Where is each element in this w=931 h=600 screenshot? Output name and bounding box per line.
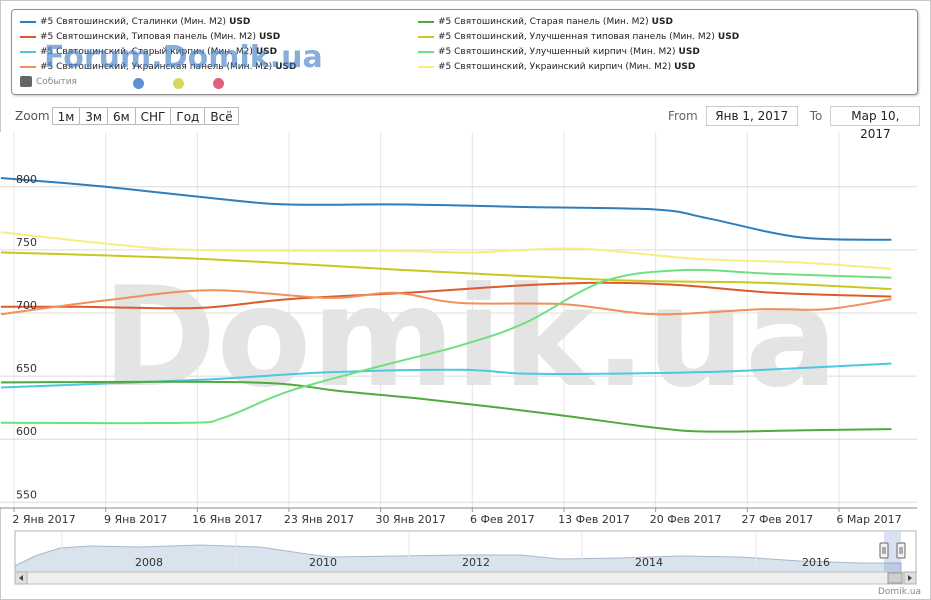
- legend-swatch: [418, 51, 434, 53]
- zoom-label: Zoom: [15, 109, 50, 123]
- series-layer: [0, 177, 892, 433]
- zoom-ytd-button[interactable]: СНГ: [134, 107, 172, 125]
- series-line-0[interactable]: [0, 177, 892, 241]
- zoom-1y-button[interactable]: Год: [170, 107, 206, 125]
- zoom-1m-button[interactable]: 1м: [51, 107, 81, 125]
- x-tick-label: 6 Фев 2017: [470, 513, 535, 526]
- series-line-2[interactable]: [0, 362, 892, 389]
- legend-swatch: [20, 51, 36, 53]
- x-tick-label: 9 Янв 2017: [104, 513, 167, 526]
- series-line-4[interactable]: [0, 380, 892, 433]
- legend-label: #5 Святошинский, Сталинки (Мин. М2): [40, 17, 227, 27]
- legend-label: #5 Святошинский, Старая панель (Мин. М2): [438, 17, 649, 27]
- legend-unit: USD: [678, 47, 700, 57]
- legend-label: #5 Святошинский, Улучшенная типовая пане…: [438, 32, 715, 42]
- x-axis: 2 Янв 2017 9 Янв 2017 16 Янв 2017 23 Янв 20…: [12, 508, 902, 526]
- y-tick-label: 600: [16, 425, 37, 438]
- legend-item-uluch-tipovaya[interactable]: #5 Святошинский, Улучшенная типовая пане…: [418, 30, 739, 44]
- series-line-1[interactable]: [0, 281, 892, 310]
- y-tick-label: 750: [16, 236, 37, 249]
- y-tick-label: 800: [16, 173, 37, 186]
- legend-swatch: [20, 21, 36, 23]
- legend-unit: USD: [651, 17, 673, 27]
- x-tick-label: 20 Фев 2017: [650, 513, 722, 526]
- scrollbar-track[interactable]: [14, 571, 917, 585]
- zoom-controls: Zoom 1м 3м 6м СНГ Год Всё: [15, 105, 239, 127]
- legend-label: #5 Святошинский, Украинская панель (Мин.…: [40, 62, 273, 72]
- y-axis: 550 600 650 700 750 800: [16, 173, 37, 501]
- y-tick-label: 650: [16, 362, 37, 375]
- legend-unit: USD: [717, 32, 740, 42]
- series-line-3[interactable]: [0, 289, 892, 316]
- credit-link[interactable]: Domik.ua: [878, 587, 921, 597]
- legend-item-stalinki[interactable]: #5 Святошинский, Сталинки (Мин. М2) USD: [20, 15, 250, 29]
- dot-yellow-icon: [173, 78, 184, 89]
- range-selector: From Янв 1, 2017 To Мар 10, 2017: [668, 105, 921, 141]
- x-tick-label: 13 Фев 2017: [558, 513, 630, 526]
- navigator: 2008 2010 2012 2014 2016: [14, 530, 917, 585]
- navigator-year-label: 2012: [462, 556, 490, 569]
- navigator-left-handle[interactable]: [879, 542, 889, 559]
- legend-item-stary-kirpich[interactable]: #5 Святошинский, Старый кирпич (Мин. М2)…: [20, 45, 277, 59]
- series-line-6[interactable]: [0, 268, 892, 425]
- legend-item-uluch-kirpich[interactable]: #5 Святошинский, Улучшенный кирпич (Мин.…: [418, 45, 700, 59]
- x-tick-label: 23 Янв 2017: [284, 513, 354, 526]
- navigator-year-label: 2010: [309, 556, 337, 569]
- to-date-input[interactable]: Мар 10, 2017: [830, 106, 921, 141]
- series-line-7[interactable]: [0, 231, 892, 270]
- legend-item-ukr-kirpich[interactable]: #5 Святошинский, Украинский кирпич (Мин.…: [418, 60, 695, 74]
- x-tick-label: 2 Янв 2017: [12, 513, 75, 526]
- legend: #5 Святошинский, Сталинки (Мин. М2) USD #…: [11, 9, 918, 95]
- y-tick-label: 550: [16, 488, 37, 501]
- legend-swatch: [418, 66, 434, 68]
- legend-unit: USD: [258, 32, 281, 42]
- legend-label: #5 Святошинский, Улучшенный кирпич (Мин.…: [438, 47, 676, 57]
- navigator-year-label: 2014: [635, 556, 663, 569]
- legend-label: #5 Святошинский, Украинский кирпич (Мин.…: [438, 62, 672, 72]
- navigator-year-label: 2016: [802, 556, 830, 569]
- x-tick-label: 27 Фев 2017: [741, 513, 813, 526]
- zoom-all-button[interactable]: Всё: [204, 107, 239, 125]
- watermark-domik: Domik.ua: [102, 257, 838, 418]
- dot-pink-icon: [213, 78, 224, 89]
- events-icon: [20, 76, 32, 87]
- legend-item-ukr-panel[interactable]: #5 Святошинский, Украинская панель (Мин.…: [20, 60, 296, 74]
- x-tick-label: 30 Янв 2017: [376, 513, 446, 526]
- navigator-year-label: 2008: [135, 556, 163, 569]
- legend-swatch: [418, 36, 434, 38]
- x-tick-label: 6 Мар 2017: [836, 513, 901, 526]
- to-label: To: [809, 109, 823, 123]
- scrollbar-thumb[interactable]: [887, 572, 903, 584]
- legend-item-staraya-panel[interactable]: #5 Святошинский, Старая панель (Мин. М2)…: [418, 15, 673, 29]
- from-label: From: [668, 109, 698, 123]
- legend-swatch: [20, 36, 36, 38]
- zoom-6m-button[interactable]: 6м: [106, 107, 136, 125]
- series-line-5[interactable]: [0, 251, 892, 290]
- legend-unit: USD: [275, 62, 297, 72]
- legend-swatch: [20, 66, 36, 68]
- y-tick-label: 700: [16, 299, 37, 312]
- events-toggle[interactable]: События: [20, 76, 77, 87]
- legend-unit: USD: [229, 17, 251, 27]
- legend-swatch: [418, 21, 434, 23]
- scroll-left-arrow-icon: [19, 575, 23, 581]
- legend-unit: USD: [255, 47, 278, 57]
- grid-layer: [0, 132, 917, 509]
- from-date-input[interactable]: Янв 1, 2017: [705, 106, 798, 126]
- watermark-forum: Forum.Domik.ua: [44, 40, 323, 75]
- dot-blue-icon: [133, 78, 144, 89]
- legend-unit: USD: [674, 62, 696, 72]
- legend-item-tipovaya-panel[interactable]: #5 Святошинский, Типовая панель (Мин. М2…: [20, 30, 280, 44]
- plot-area: [0, 132, 917, 508]
- navigator-right-handle[interactable]: [896, 542, 906, 559]
- legend-label: #5 Святошинский, Старый кирпич (Мин. М2): [40, 47, 253, 57]
- events-label: События: [36, 76, 77, 87]
- x-tick-label: 16 Янв 2017: [192, 513, 262, 526]
- scroll-right-arrow-icon: [908, 575, 912, 581]
- navigator-selection[interactable]: [884, 532, 901, 572]
- legend-label: #5 Святошинский, Типовая панель (Мин. М2…: [40, 32, 256, 42]
- zoom-3m-button[interactable]: 3м: [79, 107, 108, 125]
- watermark-dots: [133, 78, 224, 89]
